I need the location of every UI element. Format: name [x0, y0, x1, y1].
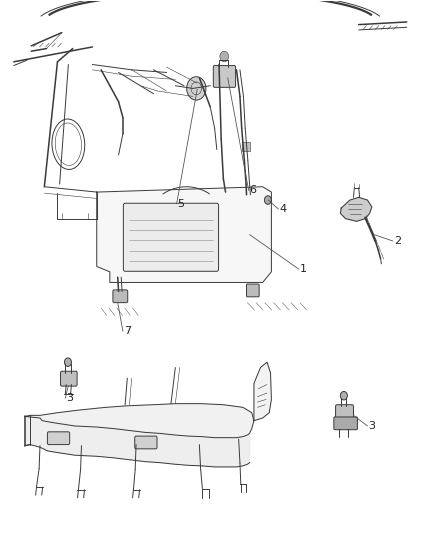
FancyBboxPatch shape	[242, 142, 251, 151]
Circle shape	[64, 358, 71, 367]
Polygon shape	[97, 187, 272, 282]
Text: 1: 1	[300, 264, 307, 274]
FancyBboxPatch shape	[113, 290, 128, 303]
FancyBboxPatch shape	[135, 436, 157, 449]
Text: 3: 3	[66, 393, 73, 403]
Text: 6: 6	[250, 185, 257, 196]
FancyBboxPatch shape	[213, 66, 236, 87]
FancyBboxPatch shape	[334, 417, 357, 430]
Polygon shape	[25, 403, 254, 438]
Text: 3: 3	[368, 421, 375, 431]
FancyBboxPatch shape	[60, 371, 77, 386]
FancyBboxPatch shape	[124, 203, 219, 271]
Text: 7: 7	[124, 326, 131, 336]
Text: 4: 4	[279, 204, 286, 214]
Text: 2: 2	[394, 236, 401, 246]
Polygon shape	[25, 415, 250, 467]
FancyBboxPatch shape	[47, 432, 70, 445]
FancyBboxPatch shape	[247, 284, 259, 297]
FancyBboxPatch shape	[336, 405, 353, 419]
Polygon shape	[340, 197, 372, 221]
Circle shape	[340, 391, 347, 400]
Text: 5: 5	[177, 199, 184, 209]
Polygon shape	[254, 362, 272, 421]
Circle shape	[265, 196, 272, 204]
Circle shape	[187, 77, 206, 100]
Circle shape	[220, 51, 229, 62]
